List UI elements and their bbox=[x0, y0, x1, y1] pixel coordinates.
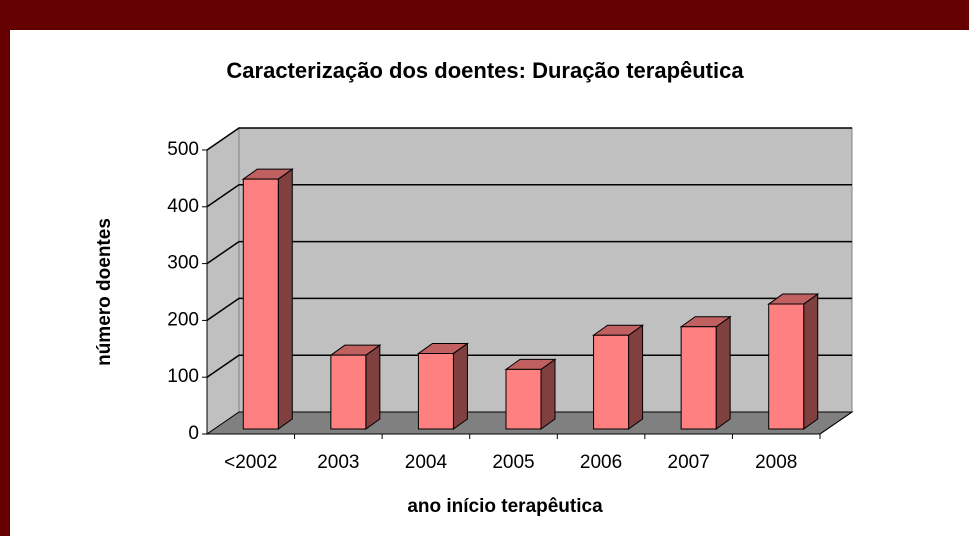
bar-front bbox=[505, 368, 542, 430]
y-tick-label: 200 bbox=[167, 309, 199, 330]
x-axis-depth bbox=[819, 411, 853, 435]
side-wall bbox=[206, 127, 240, 435]
bar bbox=[504, 358, 557, 430]
chart-title: Caracterização dos doentes: Duração tera… bbox=[226, 58, 744, 83]
y-tick-label: 500 bbox=[167, 139, 199, 160]
bar-front bbox=[593, 334, 630, 430]
bar-side bbox=[277, 168, 293, 430]
y-tick-label: 0 bbox=[188, 423, 199, 444]
bar-front bbox=[680, 326, 717, 430]
x-tick-label: <2002 bbox=[224, 452, 277, 473]
y-tick-label: 100 bbox=[167, 366, 199, 387]
y-tick-label: 400 bbox=[167, 196, 199, 217]
bar-front bbox=[417, 352, 454, 430]
x-tick-label: 2007 bbox=[668, 452, 710, 473]
bar bbox=[767, 293, 820, 430]
bar-side bbox=[365, 344, 381, 430]
grid-line bbox=[206, 354, 852, 378]
x-tick-label: 2004 bbox=[405, 452, 448, 473]
bar-side bbox=[452, 342, 468, 430]
bar bbox=[592, 324, 645, 430]
x-tick-label: 2005 bbox=[492, 452, 534, 473]
x-tick-label: 2006 bbox=[580, 452, 622, 473]
y-axis-title: número doentes bbox=[94, 218, 115, 366]
bar-front bbox=[330, 354, 367, 430]
grid-line bbox=[206, 297, 852, 322]
y-tick-label: 300 bbox=[167, 253, 199, 274]
x-tick-label: 2008 bbox=[755, 452, 797, 473]
bar bbox=[329, 344, 382, 430]
x-tick-label: 2003 bbox=[317, 452, 359, 473]
bar bbox=[679, 315, 732, 430]
bar-front bbox=[768, 303, 805, 430]
grid-line bbox=[206, 127, 852, 151]
bar bbox=[416, 342, 469, 430]
grid-line bbox=[206, 240, 852, 265]
bar-side bbox=[540, 358, 556, 430]
x-axis-title: ano início terapêutica bbox=[407, 496, 603, 517]
bar bbox=[241, 168, 294, 430]
bar-side bbox=[803, 293, 819, 430]
bar-front bbox=[242, 178, 279, 430]
bar-side bbox=[628, 324, 644, 430]
grid-line bbox=[206, 184, 852, 208]
bar-side bbox=[715, 315, 731, 430]
